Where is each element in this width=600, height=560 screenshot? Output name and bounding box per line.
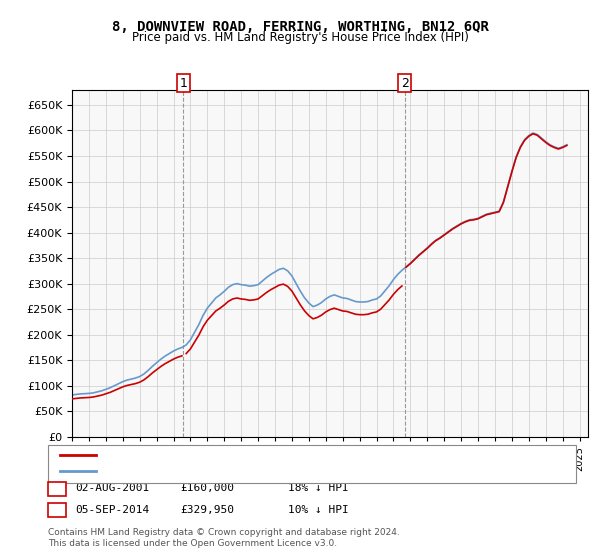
Text: Contains HM Land Registry data © Crown copyright and database right 2024.
This d: Contains HM Land Registry data © Crown c… [48, 528, 400, 548]
Text: 18% ↓ HPI: 18% ↓ HPI [288, 483, 349, 493]
Text: Price paid vs. HM Land Registry's House Price Index (HPI): Price paid vs. HM Land Registry's House … [131, 31, 469, 44]
Text: HPI: Average price, detached house, Arun: HPI: Average price, detached house, Arun [102, 466, 352, 476]
Text: 10% ↓ HPI: 10% ↓ HPI [288, 505, 349, 515]
Text: £160,000: £160,000 [180, 483, 234, 493]
Text: 1: 1 [179, 77, 187, 90]
Text: 8, DOWNVIEW ROAD, FERRING, WORTHING, BN12 6QR (detached house): 8, DOWNVIEW ROAD, FERRING, WORTHING, BN1… [102, 450, 490, 460]
Text: 2: 2 [401, 77, 409, 90]
Text: 2: 2 [53, 505, 61, 515]
Text: 1: 1 [53, 483, 61, 493]
Text: £329,950: £329,950 [180, 505, 234, 515]
Text: 02-AUG-2001: 02-AUG-2001 [75, 483, 149, 493]
Text: 05-SEP-2014: 05-SEP-2014 [75, 505, 149, 515]
Text: 8, DOWNVIEW ROAD, FERRING, WORTHING, BN12 6QR: 8, DOWNVIEW ROAD, FERRING, WORTHING, BN1… [112, 20, 488, 34]
